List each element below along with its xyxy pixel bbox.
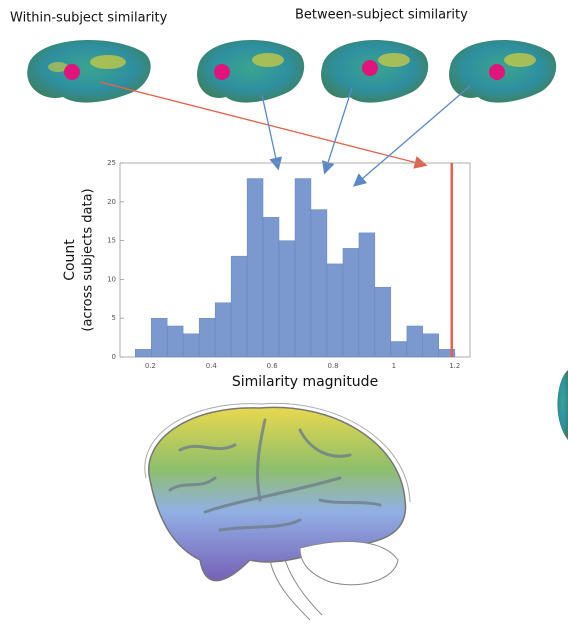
brain-illustration: [144, 402, 411, 621]
bar: [135, 349, 152, 358]
x-tick-label: 1: [392, 362, 396, 370]
annotation: Between-subject similarity: [295, 8, 468, 23]
bar: [230, 255, 248, 358]
bar: [150, 318, 168, 358]
y-tick-label: 10: [107, 275, 116, 283]
x-tick-label: 0.6: [267, 362, 279, 370]
histogram: 0 5 10 15 20 25 0.2 0.4 0.6 0.8 1 1.2: [107, 159, 471, 370]
annotation: Within-subject similarity: [10, 11, 168, 26]
bar: [294, 178, 312, 358]
y-tick-label: 25: [107, 159, 116, 167]
arrows: [99, 81, 471, 187]
y-axis-label: (across subjects data): [81, 188, 96, 331]
bar: [390, 341, 408, 358]
x-tick-label: 1.2: [449, 362, 460, 370]
bar: [278, 240, 296, 358]
y-tick-label: 5: [112, 314, 116, 322]
bar: [262, 217, 280, 358]
bar: [374, 286, 392, 358]
x-tick-label: 0.8: [327, 362, 338, 370]
bar: [326, 263, 344, 358]
x-tick-label: 0.2: [145, 362, 156, 370]
x-axis-label: Similarity magnitude: [232, 374, 378, 390]
y-tick-label: 15: [107, 237, 116, 245]
bar: [214, 302, 232, 358]
bar: [166, 325, 184, 358]
bar: [406, 325, 424, 358]
y-axis-label: Count: [62, 239, 78, 281]
y-tick-label: 20: [107, 198, 116, 206]
bar: [438, 349, 455, 358]
bar: [342, 248, 360, 358]
y-tick-label: 0: [112, 353, 116, 361]
bar: [182, 333, 200, 358]
bar: [358, 232, 376, 358]
bar: [422, 333, 440, 358]
cortex-maps: [27, 40, 568, 440]
x-tick-label: 0.4: [206, 362, 218, 370]
bar: [198, 318, 216, 358]
bar: [310, 209, 328, 358]
bar: [246, 178, 264, 358]
